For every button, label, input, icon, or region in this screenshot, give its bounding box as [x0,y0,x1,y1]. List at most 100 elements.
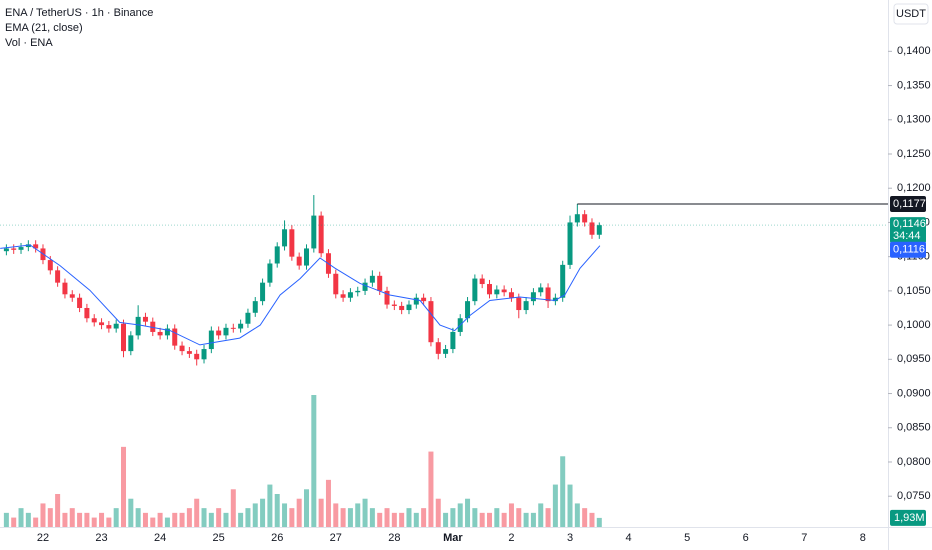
volume-bar [311,395,317,527]
volume-bar [157,512,163,527]
volume-label: 1,93M [894,512,925,524]
candle-body [589,222,595,235]
candle-body [238,323,244,329]
y-tick-label: 0,1250 [897,148,931,160]
candle-body [113,323,119,329]
candle-body [545,287,551,302]
volume-bar [304,489,310,527]
candle-body [142,316,148,322]
candle-body [274,246,280,264]
candle-body [245,312,251,324]
candle-body [164,328,170,336]
volume-bar [391,512,397,527]
x-tick-label: 22 [37,532,49,544]
candle-body [560,264,566,298]
volume-bar [545,508,551,527]
volume-bar [589,512,595,527]
x-tick-label: 24 [154,532,166,544]
volume-bar [465,498,471,527]
volume-bar [113,508,119,527]
volume-legend: Vol · ENA [5,37,53,49]
candle-body [201,349,207,360]
volume-bar [91,517,97,527]
candle-body [47,260,53,271]
last-price-box [890,217,926,244]
candle-body [230,327,236,329]
candle-body [574,214,580,223]
volume-bar [296,498,302,527]
candle-body [260,282,266,302]
volume-bar [472,508,478,527]
candle-body [530,292,536,302]
volume-bar [494,508,500,527]
volume-bar [362,498,368,527]
x-tick-label: Mar [443,532,463,544]
y-tick-label: 0,1050 [897,285,931,297]
candle-body [479,278,485,285]
volume-bar [69,508,75,527]
y-tick-label: 0,1200 [897,182,931,194]
volume-bar [150,517,156,527]
volume-bar [62,512,68,527]
volume-bar [238,512,244,527]
candle-body [77,297,83,308]
currency-box[interactable] [893,3,929,25]
candle-body [3,248,9,252]
volume-bar [194,498,200,527]
candle-body [450,331,456,350]
candle-body [443,349,449,354]
volume-bar [142,512,148,527]
volume-bar [582,508,588,527]
volume-bar [530,512,536,527]
ema-label: 0,1116 [893,244,925,256]
candle-body [150,321,156,332]
candle-body [69,294,75,298]
candle-body [501,289,507,293]
candle-body [333,273,339,295]
volume-bar [406,508,412,527]
volume-bar [369,508,375,527]
volume-bar [289,508,295,527]
candle-body [494,289,500,295]
candle-body [538,287,544,293]
volume-bar [77,512,83,527]
currency[interactable]: USDT [896,8,926,20]
volume-bar [377,512,383,527]
volume-bar [3,512,9,527]
volume-bar [186,508,192,527]
x-tick-label: 26 [271,532,283,544]
candle-body [318,215,324,254]
candle-body [84,307,90,319]
candle-body [508,292,514,298]
x-tick-label: 3 [567,532,573,544]
candle-body [55,270,61,283]
candle-body [99,322,105,326]
candle-body [121,323,127,352]
volume-bar [560,456,566,527]
x-tick-label: 4 [626,532,632,544]
volume-bar [421,508,427,527]
volume-bar [223,512,229,527]
volume-bar [230,489,236,527]
volume-bar [47,508,53,527]
candle-body [377,275,383,291]
volume-bar [443,512,449,527]
y-tick-label: 0,1350 [897,79,931,91]
candle-body [406,304,412,311]
candle-body [399,305,405,311]
candle-body [135,316,141,336]
candle-body [421,297,427,302]
volume-bar [501,512,507,527]
x-tick-label: 25 [213,532,225,544]
volume-bar [164,517,170,527]
volume-bar [128,498,134,527]
x-tick-label: 6 [743,532,749,544]
volume-bar [260,498,266,527]
volume-bar [84,512,90,527]
y-tick-label: 0,1300 [897,114,931,126]
volume-bar [523,512,529,527]
candle-body [472,278,478,302]
x-tick-label: 5 [684,532,690,544]
candle-body [347,292,353,298]
